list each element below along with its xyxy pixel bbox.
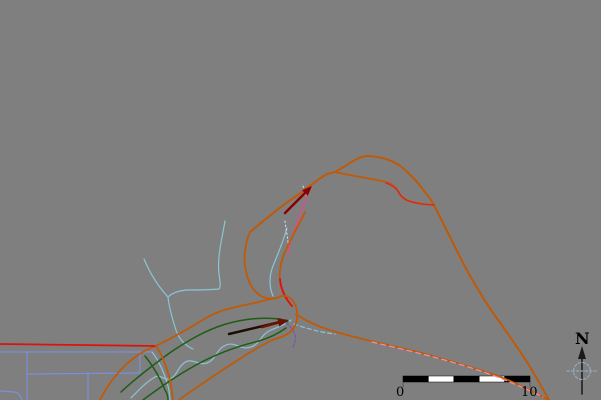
stream-dotted-mid	[284, 220, 289, 245]
scale-bar-seg3	[453, 375, 480, 383]
compass-needle-head	[578, 346, 586, 359]
street-grid-h2	[26, 372, 141, 375]
stream-east	[293, 323, 336, 335]
map-layers	[0, 154, 598, 400]
compass-north-label: N	[575, 329, 590, 348]
stream-north	[167, 220, 226, 350]
road-valley-west-descent	[243, 231, 278, 300]
road-valley-loop	[271, 294, 299, 341]
scale-bar-seg2	[428, 375, 455, 383]
scale-bar-start-label: 0	[396, 385, 404, 400]
track-pink	[287, 184, 312, 255]
road-main-highway	[249, 154, 550, 400]
riverbank-lower	[142, 327, 287, 400]
road-valley-east-red-overlay	[279, 278, 293, 307]
scale-bar-end-label: 10	[521, 385, 538, 400]
stream-south-branch	[151, 351, 171, 400]
road-cutoff	[334, 171, 435, 206]
location-arrow-e-shaft-red	[260, 320, 282, 329]
road-cutoff-red-overlay	[385, 182, 435, 206]
location-arrow-ne-head	[302, 186, 312, 196]
track-purple	[285, 322, 297, 348]
stream-valley-head	[269, 227, 288, 297]
road-south-branch	[155, 345, 174, 400]
road-west-red	[0, 343, 157, 347]
river-main	[130, 319, 292, 399]
riverbank-south	[144, 355, 169, 400]
road-valley-upper	[99, 297, 278, 400]
scale-bar-seg1	[402, 375, 429, 383]
riverbank-upper	[120, 317, 289, 393]
road-valley-lower	[178, 339, 273, 400]
street-grid-hook	[0, 390, 23, 400]
stream-northwest	[143, 258, 169, 298]
road-east-pink-dashes	[371, 341, 544, 398]
location-arrow-ne-shaft	[283, 188, 310, 215]
road-east	[295, 313, 549, 400]
location-arrow-e-head	[277, 318, 289, 327]
